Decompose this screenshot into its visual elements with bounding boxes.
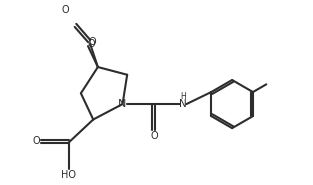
Text: O: O (87, 39, 95, 49)
Text: O: O (62, 5, 69, 15)
Text: O: O (89, 37, 96, 47)
Text: O: O (32, 136, 40, 146)
Text: N: N (118, 99, 127, 109)
Text: N: N (179, 99, 187, 109)
Text: O: O (151, 131, 158, 141)
Text: H: H (181, 92, 186, 101)
Text: HO: HO (61, 170, 76, 180)
